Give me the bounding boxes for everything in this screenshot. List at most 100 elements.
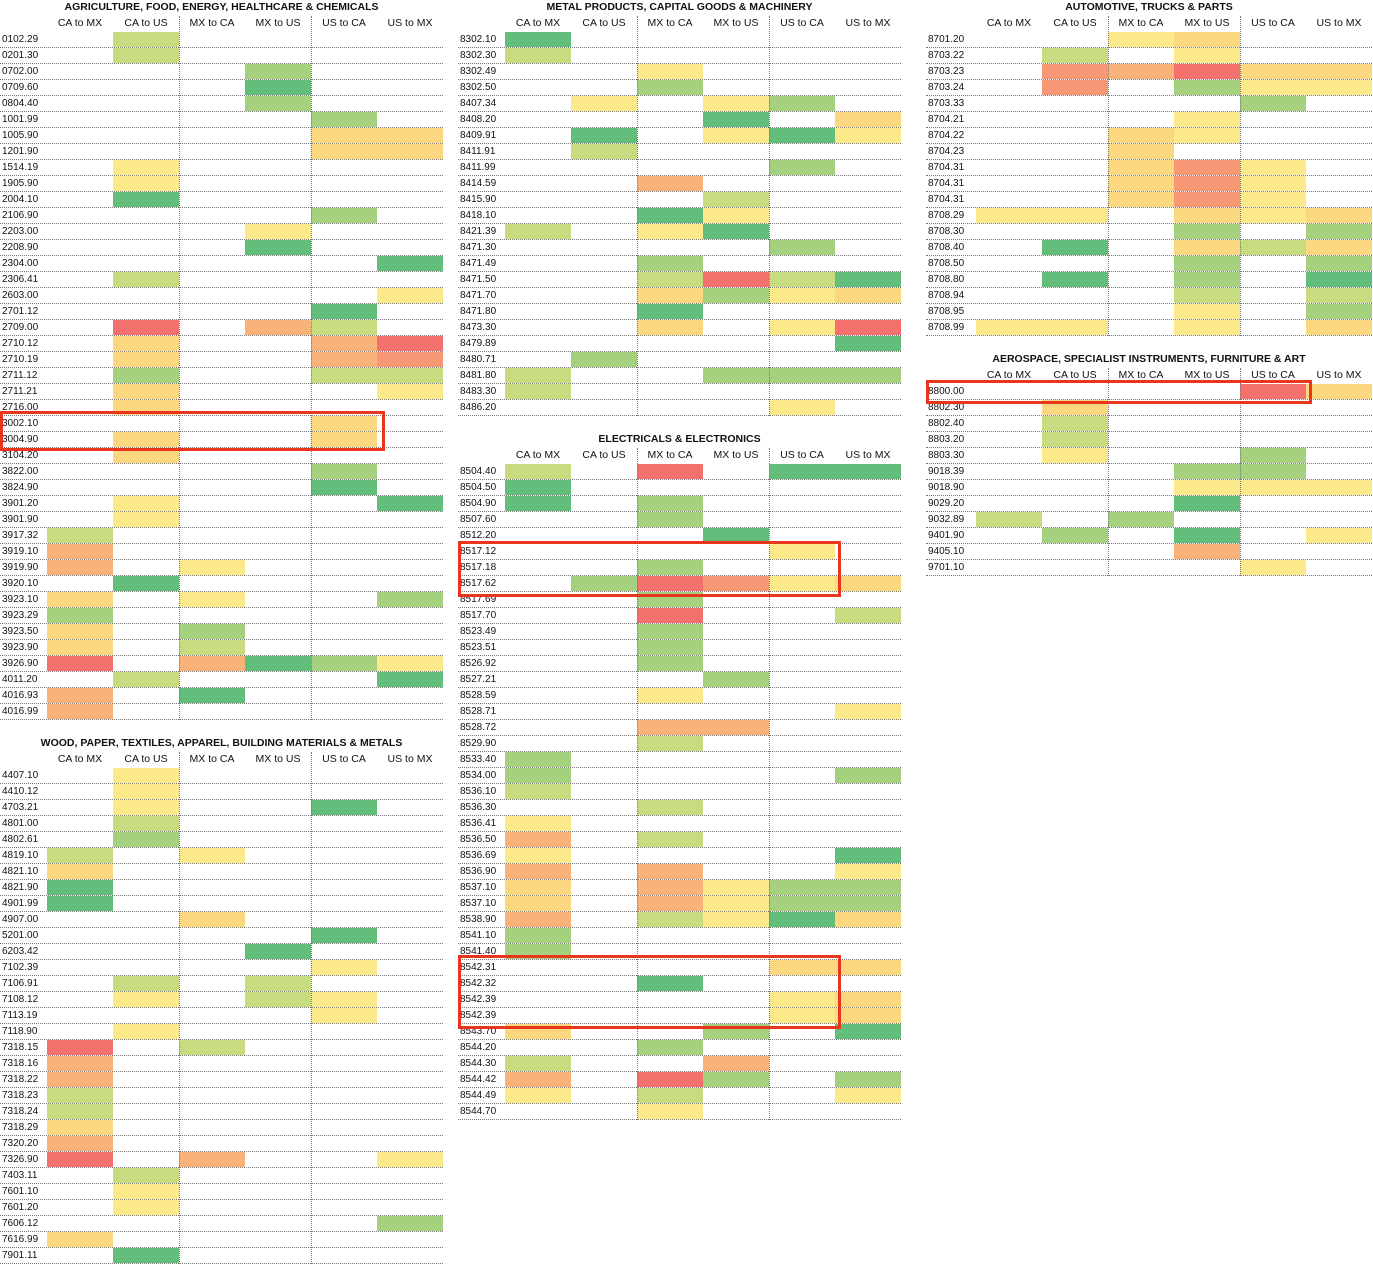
heat-cell (1174, 272, 1240, 287)
column-header: MX to CA (647, 17, 693, 29)
section-elec: ELECTRICALS & ELECTRONICS CA to MX CA to U… (458, 432, 901, 1120)
hs-code: 8473.30 (460, 322, 497, 333)
table-row: 2710.19 (0, 352, 443, 368)
table-row: 7102.39 (0, 960, 443, 976)
hs-code: 1201.90 (2, 146, 39, 157)
hs-code: 4819.10 (2, 850, 39, 861)
heat-cell (637, 656, 703, 671)
table-row: 8544.42 (458, 1072, 901, 1088)
hs-code: 4016.99 (2, 706, 39, 717)
heat-cell (637, 688, 703, 703)
heat-cell (1174, 544, 1240, 559)
table-row: 9701.10 (926, 560, 1372, 576)
table-row: 8703.23 (926, 64, 1372, 80)
hs-code: 8512.20 (460, 530, 497, 541)
hs-code: 7318.22 (2, 1074, 39, 1085)
heat-cell (1042, 432, 1108, 447)
heat-cell (1306, 208, 1372, 223)
heat-cell (637, 640, 703, 655)
heat-cell (47, 896, 113, 911)
hs-code: 8409.91 (460, 130, 497, 141)
table-row: 8486.20 (458, 400, 901, 416)
table-row: 8544.30 (458, 1056, 901, 1072)
hs-code: 8408.20 (460, 114, 497, 125)
hs-code: 8528.59 (460, 690, 497, 701)
hs-code: 8302.30 (460, 50, 497, 61)
heat-cell (245, 320, 311, 335)
table-row: 8536.50 (458, 832, 901, 848)
hs-code: 9029.20 (928, 498, 965, 509)
table-row: 8803.20 (926, 432, 1372, 448)
hs-code: 8536.30 (460, 802, 497, 813)
table-row: 8504.40 (458, 464, 901, 480)
heat-cell (377, 592, 443, 607)
table-row: 8708.99 (926, 320, 1372, 336)
heat-cell (835, 704, 901, 719)
table-row: 8704.22 (926, 128, 1372, 144)
hs-code: 8523.49 (460, 626, 497, 637)
table-row: 2710.12 (0, 336, 443, 352)
heat-cell (637, 288, 703, 303)
hs-code: 8708.80 (928, 274, 965, 285)
column-divider (769, 16, 770, 416)
table-row: 1005.90 (0, 128, 443, 144)
hs-code: 3926.90 (2, 658, 39, 669)
table-row: 8800.00 (926, 384, 1372, 400)
heat-cell (637, 1072, 703, 1087)
hs-code: 8544.30 (460, 1058, 497, 1069)
heat-cell (1174, 320, 1240, 335)
heat-cell (179, 592, 245, 607)
table-row: 8480.71 (458, 352, 901, 368)
heat-cell (703, 112, 769, 127)
table-row: 2603.00 (0, 288, 443, 304)
heat-cell (377, 352, 443, 367)
table-row: 3926.90 (0, 656, 443, 672)
hs-code: 9018.90 (928, 482, 965, 493)
heat-cell (179, 1040, 245, 1055)
section-title: WOOD, PAPER, TEXTILES, APPAREL, BUILDING… (40, 737, 403, 749)
heat-cell (1240, 80, 1306, 95)
heat-cell (311, 304, 377, 319)
heat-cell (1174, 32, 1240, 47)
heat-cell (505, 384, 571, 399)
table-row: 9032.89 (926, 512, 1372, 528)
column-header: CA to MX (57, 17, 103, 29)
heat-cell (1174, 128, 1240, 143)
heat-cell (637, 912, 703, 927)
table-row: 8533.40 (458, 752, 901, 768)
hs-code: 8800.00 (928, 386, 965, 397)
heat-cell (47, 1088, 113, 1103)
heat-cell (311, 416, 377, 431)
column-divider (1108, 16, 1109, 336)
table-row: 3004.90 (0, 432, 443, 448)
column-header: US to CA (322, 753, 366, 765)
table-row: 8708.29 (926, 208, 1372, 224)
table-row: 0102.29 (0, 32, 443, 48)
table-row: 1001.99 (0, 112, 443, 128)
heat-cell (47, 1104, 113, 1119)
heat-cell (1174, 48, 1240, 63)
hs-code: 1001.99 (2, 114, 39, 125)
heat-cell (769, 464, 835, 479)
heat-cell (377, 384, 443, 399)
heat-cell (1240, 192, 1306, 207)
hs-code: 8541.40 (460, 946, 497, 957)
table-row: 3923.29 (0, 608, 443, 624)
hs-code: 2710.19 (2, 354, 39, 365)
table-row: 8471.80 (458, 304, 901, 320)
hs-code: 8517.70 (460, 610, 497, 621)
column-header: CA to MX (986, 17, 1032, 29)
heat-cell (311, 208, 377, 223)
heat-cell (505, 1088, 571, 1103)
heat-cell (1174, 64, 1240, 79)
table-row: 8517.70 (458, 608, 901, 624)
hs-code: 7118.90 (2, 1026, 38, 1037)
hs-code: 8517.12 (460, 546, 497, 557)
column-header: US to MX (387, 753, 433, 765)
hs-code: 8536.41 (460, 818, 497, 829)
hs-code: 8704.31 (928, 194, 965, 205)
heat-cell (637, 976, 703, 991)
heat-cell (1306, 224, 1372, 239)
heat-cell (1042, 240, 1108, 255)
heat-cell (113, 768, 179, 783)
